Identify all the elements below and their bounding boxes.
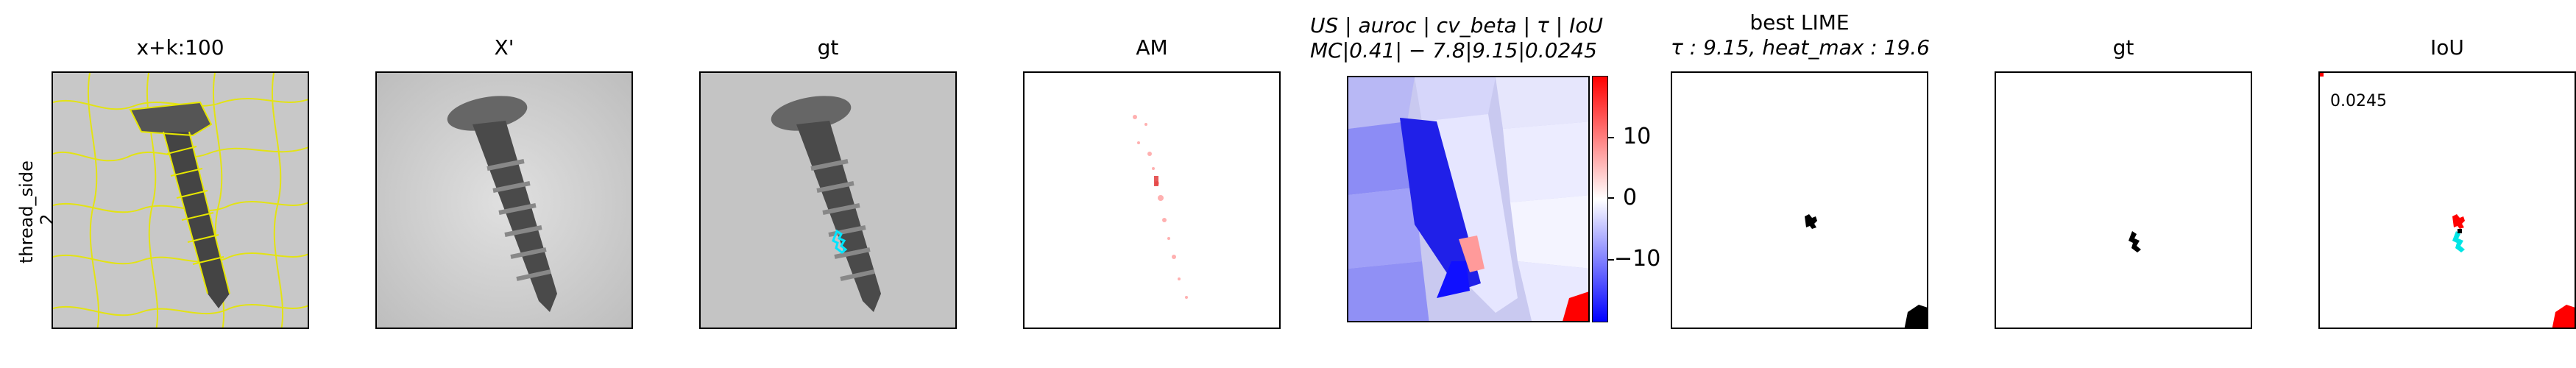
panel-iou: 0.0245 [2318, 71, 2576, 329]
panel-xprime [375, 71, 633, 329]
panel-title-xk: x+k:100 [136, 35, 224, 60]
screw-image [377, 73, 631, 328]
panel-title-gt-2: gt [2112, 35, 2134, 60]
panel-gt-mask [1995, 71, 2252, 329]
colorbar-tick-mark [1608, 197, 1614, 199]
panel-title-best-lime-line2: τ : 9.15, heat_max : 19.6 [1671, 35, 1930, 60]
panel-best-lime [1671, 71, 1928, 329]
lime-heatmap-image [1348, 77, 1588, 321]
panel-title-best-lime-line1: best LIME [1749, 10, 1850, 35]
colorbar-tick-label: −10 [1614, 246, 1661, 272]
colorbar-tick-label: 0 [1623, 185, 1638, 210]
panel-title-iou: IoU [2430, 35, 2464, 60]
iou-value-label: 0.0245 [2330, 92, 2387, 110]
screw-with-gt-image [701, 73, 955, 328]
panel-title-xprime: X' [494, 35, 514, 60]
colorbar-tick-mark [1608, 137, 1614, 138]
colorbar-tick-label: 10 [1623, 124, 1652, 149]
panel-heatmap [1347, 76, 1590, 322]
panel-title-us-line1: US | auroc | cv_beta | τ | IoU [1310, 13, 1603, 38]
iou-overlay [2320, 73, 2575, 328]
panel-anomaly-map [1023, 71, 1281, 329]
panel-gt-overlay [699, 71, 957, 329]
colorbar [1592, 76, 1608, 322]
screw-superpixel-image [53, 73, 308, 328]
gt-mask [1996, 73, 2251, 328]
best-lime-mask [1672, 73, 1927, 328]
colorbar-tick-mark [1608, 259, 1614, 261]
panel-title-us-line2: MC|0.41| − 7.8|9.15|0.0245 [1310, 38, 1597, 63]
panel-xk-superpixels [52, 71, 309, 329]
panel-title-gt: gt [817, 35, 839, 60]
panel-title-am: AM [1136, 35, 1168, 60]
anomaly-map-image [1025, 73, 1279, 328]
